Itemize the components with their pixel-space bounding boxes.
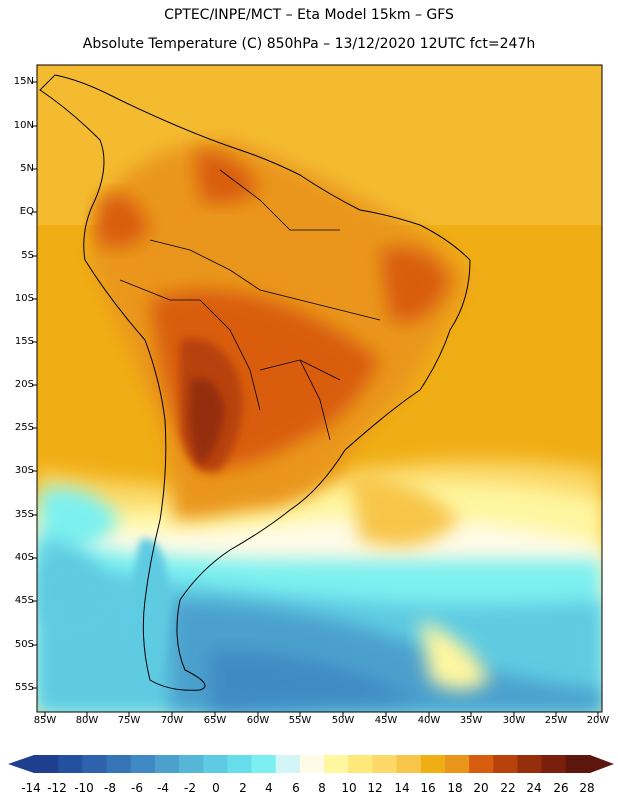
lon-label: 55W bbox=[288, 715, 312, 726]
lat-label: 25S bbox=[14, 422, 34, 433]
lat-label: 20S bbox=[14, 379, 34, 390]
colorbar-label: 20 bbox=[473, 781, 489, 795]
colorbar-segment bbox=[275, 755, 301, 773]
colorbar-label: 28 bbox=[579, 781, 595, 795]
colorbar-label: -4 bbox=[157, 781, 169, 795]
lat-label: 50S bbox=[14, 639, 34, 650]
colorbar-arrow-right bbox=[590, 755, 614, 773]
colorbar-segment bbox=[154, 755, 180, 773]
colorbar-segment bbox=[348, 755, 373, 773]
colorbar-segment bbox=[58, 755, 83, 773]
colorbar-label: 14 bbox=[394, 781, 410, 795]
colorbar-label: -6 bbox=[131, 781, 143, 795]
lon-label: 75W bbox=[117, 715, 141, 726]
lon-label: 50W bbox=[331, 715, 355, 726]
lat-label: 5N bbox=[20, 163, 34, 174]
lat-label: 15N bbox=[13, 76, 34, 87]
colorbar-label: 24 bbox=[526, 781, 542, 795]
colorbar-segment bbox=[420, 755, 446, 773]
colorbar-segment bbox=[299, 755, 325, 773]
lon-label: 80W bbox=[75, 715, 99, 726]
colorbar-label: 16 bbox=[420, 781, 436, 795]
lat-label: 5S bbox=[21, 250, 34, 261]
colorbar-segment bbox=[565, 755, 591, 773]
title-line-1: CPTEC/INPE/MCT – Eta Model 15km – GFS bbox=[164, 7, 454, 23]
lat-label: 45S bbox=[14, 595, 34, 606]
colorbar-label: 0 bbox=[212, 781, 220, 795]
lat-label: 30S bbox=[14, 465, 34, 476]
lon-label: 25W bbox=[544, 715, 568, 726]
colorbar-label: 2 bbox=[239, 781, 247, 795]
lat-label: EQ bbox=[19, 206, 34, 217]
lon-label: 35W bbox=[459, 715, 483, 726]
colorbar-segment bbox=[106, 755, 132, 773]
title-line-2: Absolute Temperature (C) 850hPa – 13/12/… bbox=[82, 36, 536, 52]
colorbar-label: -2 bbox=[184, 781, 196, 795]
colorbar-label: 12 bbox=[367, 781, 383, 795]
colorbar bbox=[8, 755, 614, 773]
colorbar-label: 4 bbox=[265, 781, 273, 795]
colorbar-label: 10 bbox=[341, 781, 357, 795]
colorbar-segment bbox=[34, 755, 59, 773]
temperature-field bbox=[37, 65, 602, 712]
colorbar-segment bbox=[82, 755, 108, 773]
colorbar-segment bbox=[179, 755, 204, 773]
colorbar-segment bbox=[396, 755, 422, 773]
lat-label: 35S bbox=[14, 509, 34, 520]
colorbar-label: 6 bbox=[292, 781, 300, 795]
colorbar-label: 22 bbox=[500, 781, 516, 795]
lat-label: 10S bbox=[14, 293, 34, 304]
colorbar-label: -10 bbox=[74, 781, 94, 795]
lat-label: 40S bbox=[14, 552, 34, 563]
colorbar-segment bbox=[517, 755, 543, 773]
lon-label: 85W bbox=[33, 715, 57, 726]
colorbar-segment bbox=[541, 755, 567, 773]
colorbar-label: -14 bbox=[21, 781, 41, 795]
colorbar-segment bbox=[203, 755, 228, 773]
colorbar-segment bbox=[444, 755, 470, 773]
lon-label: 70W bbox=[160, 715, 184, 726]
lon-label: 30W bbox=[502, 715, 526, 726]
colorbar-label: 8 bbox=[318, 781, 326, 795]
colorbar-segment bbox=[493, 755, 518, 773]
lon-label: 65W bbox=[203, 715, 227, 726]
lat-label: 15S bbox=[14, 336, 34, 347]
colorbar-segment bbox=[469, 755, 494, 773]
colorbar-label: -12 bbox=[47, 781, 67, 795]
lon-label: 40W bbox=[417, 715, 441, 726]
colorbar-arrow-left bbox=[8, 755, 34, 773]
lat-label: 55S bbox=[14, 682, 34, 693]
colorbar-segment bbox=[324, 755, 349, 773]
lon-label: 60W bbox=[246, 715, 270, 726]
colorbar-segment bbox=[227, 755, 253, 773]
colorbar-label: 18 bbox=[447, 781, 463, 795]
colorbar-segment bbox=[372, 755, 398, 773]
lon-label: 20W bbox=[586, 715, 610, 726]
colorbar-label: 26 bbox=[553, 781, 569, 795]
colorbar-segment bbox=[130, 755, 156, 773]
colorbar-segment bbox=[251, 755, 277, 773]
lat-label: 10N bbox=[13, 120, 34, 131]
lon-label: 45W bbox=[374, 715, 398, 726]
colorbar-label: -8 bbox=[104, 781, 116, 795]
